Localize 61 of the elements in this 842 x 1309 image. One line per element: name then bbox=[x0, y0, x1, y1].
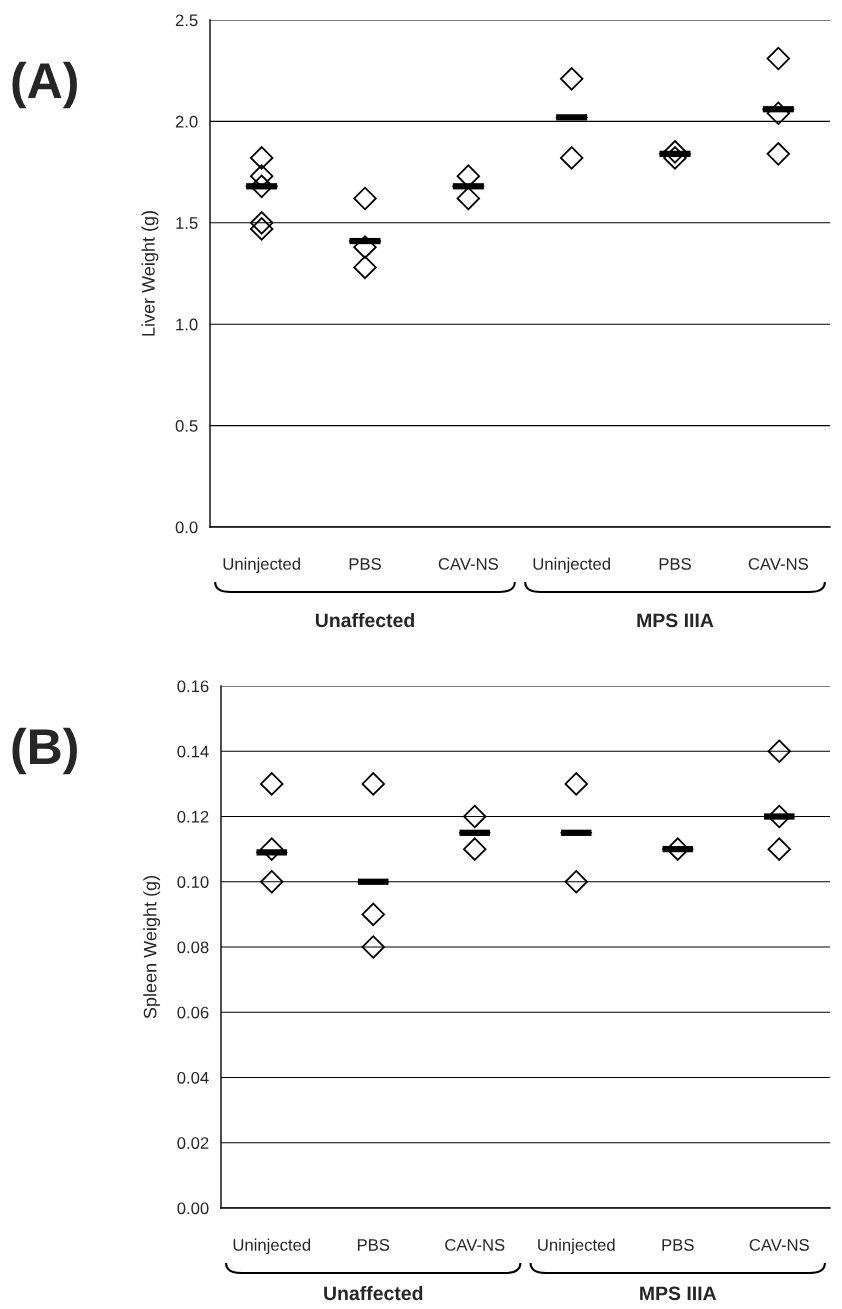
x-tick-label: PBS bbox=[662, 1239, 694, 1251]
x-tick-label: PBS bbox=[349, 558, 381, 570]
y-tick-label: 0.16 bbox=[177, 680, 209, 693]
point bbox=[361, 772, 385, 796]
point bbox=[766, 46, 791, 71]
text: MPS IIIA bbox=[640, 1286, 717, 1301]
y-tick-label: 0.10 bbox=[177, 876, 209, 888]
text: MPS IIIA bbox=[637, 613, 714, 628]
text: (B) bbox=[12, 727, 77, 775]
point bbox=[564, 870, 588, 894]
y-tick-label: 0.06 bbox=[177, 1006, 209, 1019]
point bbox=[249, 146, 274, 170]
point bbox=[767, 837, 791, 861]
point bbox=[249, 217, 274, 241]
point bbox=[353, 255, 377, 280]
point bbox=[564, 772, 588, 796]
y-axis-title: Spleen Weight (g) bbox=[143, 876, 161, 1019]
point bbox=[456, 186, 481, 211]
x-tick-label: CAV-NS bbox=[748, 558, 808, 570]
y-axis-title: Liver Weight (g) bbox=[141, 211, 159, 336]
point bbox=[663, 140, 687, 164]
point bbox=[260, 870, 284, 894]
point bbox=[559, 67, 584, 91]
y-tick-label: 1.5 bbox=[176, 217, 198, 229]
x-tick-label: CAV-NS bbox=[749, 1239, 809, 1251]
point bbox=[361, 902, 385, 927]
point bbox=[767, 739, 791, 763]
x-tick-label: Uninjected bbox=[223, 557, 300, 574]
x-tick-label: Uninjected bbox=[233, 1238, 311, 1255]
x-tick-label: PBS bbox=[659, 558, 691, 570]
x-tick-label: Uninjected bbox=[538, 1238, 615, 1255]
y-tick-label: 0.08 bbox=[177, 941, 209, 954]
y-tick-label: 0.0 bbox=[175, 521, 198, 534]
point bbox=[559, 146, 584, 170]
point bbox=[663, 146, 687, 170]
y-tick-label: 0.12 bbox=[177, 810, 209, 823]
point bbox=[463, 804, 487, 829]
y-tick-label: 0.04 bbox=[177, 1071, 209, 1084]
point bbox=[353, 186, 377, 211]
point bbox=[766, 142, 791, 166]
y-tick-label: 0.14 bbox=[177, 745, 209, 758]
x-tick-label: Uninjected bbox=[533, 557, 610, 574]
x-tick-label: CAV-NS bbox=[438, 558, 498, 570]
y-tick-label: 0.00 bbox=[177, 1202, 209, 1215]
point bbox=[260, 837, 284, 861]
point bbox=[353, 235, 377, 259]
point bbox=[249, 211, 274, 235]
point bbox=[361, 935, 385, 959]
y-tick-label: 2.0 bbox=[175, 115, 198, 128]
x-tick-label: CAV-NS bbox=[445, 1239, 505, 1251]
text: Unaffected bbox=[315, 612, 414, 628]
y-tick-label: 0.5 bbox=[175, 420, 198, 432]
point bbox=[463, 837, 487, 861]
x-tick-label: PBS bbox=[357, 1239, 390, 1251]
text: (A) bbox=[12, 61, 77, 109]
text: Unaffected bbox=[324, 1285, 423, 1301]
y-tick-label: 1.0 bbox=[176, 318, 198, 331]
point bbox=[766, 101, 791, 125]
y-tick-label: 2.5 bbox=[175, 14, 198, 27]
point bbox=[260, 772, 284, 796]
y-tick-label: 0.02 bbox=[177, 1137, 209, 1149]
